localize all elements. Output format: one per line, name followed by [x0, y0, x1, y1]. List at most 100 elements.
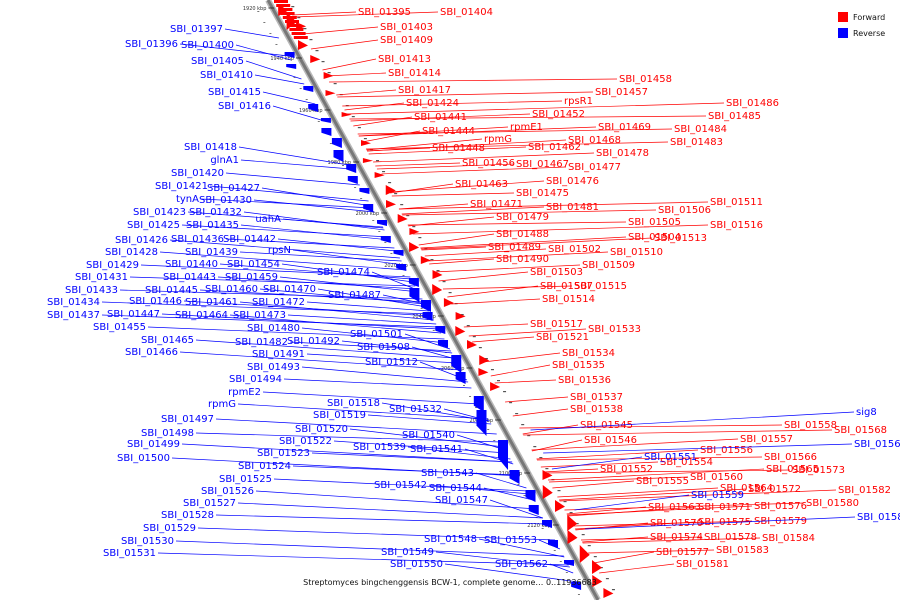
- forward-gene-glyph: [409, 242, 420, 252]
- leader-line: [245, 60, 302, 80]
- gene-label: SBI_01430: [199, 195, 252, 206]
- leader-line: [292, 249, 404, 266]
- gene-label: SBI_01494: [229, 374, 282, 385]
- reverse-gene-glyph: [396, 264, 407, 271]
- leader-line: [478, 538, 565, 558]
- leader-line: [306, 301, 430, 312]
- forward-gene-glyph: [278, 8, 293, 11]
- leader-line: [357, 128, 673, 135]
- gene-label: SBI_01541: [410, 444, 463, 455]
- gene-label: SBI_01506: [658, 205, 711, 216]
- gene-label: SBI_01512: [365, 357, 418, 368]
- gene-label: SBI_01570: [650, 518, 703, 529]
- legend-label-reverse: Reverse: [853, 28, 886, 38]
- leader-line: [301, 366, 469, 383]
- leader-line: [536, 449, 699, 460]
- gene-label: SBI_01457: [595, 87, 648, 98]
- gene-label: SBI_01475: [516, 188, 569, 199]
- leader-line: [538, 539, 561, 550]
- reverse-gene-glyph: [331, 138, 342, 148]
- gene-label: SBI_01559: [691, 490, 744, 501]
- gene-label: SBI_01497: [161, 414, 214, 425]
- leader-line: [574, 494, 690, 511]
- forward-swatch-icon: [838, 12, 848, 22]
- gene-label: SBI_01426: [115, 235, 168, 246]
- gene-label: SBI_01429: [86, 260, 139, 271]
- leader-line: [302, 26, 379, 35]
- leader-line: [549, 476, 689, 483]
- kbp-label: 2060 kbp: [441, 366, 465, 372]
- track-dot: [581, 534, 585, 536]
- track-dot: [539, 457, 543, 459]
- leader-line: [195, 432, 502, 443]
- leader-line: [552, 480, 635, 489]
- leader-line: [489, 499, 544, 519]
- forward-gene-glyph: [592, 560, 602, 574]
- gene-label: SBI_01517: [530, 319, 583, 330]
- gene-label: SBI_01490: [496, 254, 549, 265]
- leader-line: [368, 146, 527, 155]
- leader-line: [522, 424, 579, 435]
- forward-gene-glyph: [386, 200, 396, 208]
- gene-label: SBI_01548: [424, 534, 477, 545]
- leader-line: [219, 263, 412, 280]
- gene-label: SBI_01528: [161, 510, 214, 521]
- gene-label: SBI_01578: [704, 532, 757, 543]
- track-dot: [497, 380, 500, 382]
- leader-line: [237, 502, 543, 519]
- gene-label: SBI_01519: [313, 410, 366, 421]
- leader-line: [129, 276, 416, 287]
- leader-line: [333, 440, 508, 454]
- leader-line: [490, 364, 551, 377]
- kbp-label: 1960 kbp: [299, 108, 323, 114]
- leader-line: [224, 28, 279, 39]
- forward-gene-glyph: [455, 312, 466, 320]
- leader-line: [582, 537, 761, 544]
- track-dot: [357, 127, 361, 129]
- leader-line: [262, 391, 481, 405]
- track-dot: [448, 292, 452, 294]
- leader-line: [382, 294, 426, 305]
- gene-label: SBI_01500: [117, 453, 170, 464]
- leader-line: [322, 58, 377, 71]
- gene-label: SBI_01585: [857, 512, 900, 523]
- forward-gene-glyph: [285, 20, 299, 23]
- track-dot: [303, 28, 307, 30]
- leader-line: [272, 105, 325, 122]
- gene-label: SBI_01437: [47, 310, 100, 321]
- forward-gene-glyph: [467, 340, 477, 349]
- gene-label: SBI_01488: [496, 229, 549, 240]
- gene-label: SBI_01469: [598, 122, 651, 133]
- gene-label: SBI_01448: [432, 143, 485, 154]
- forward-gene-glyph: [287, 24, 302, 27]
- gene-label: SBI_01520: [295, 424, 348, 435]
- gene-label: SBI_01527: [183, 498, 236, 509]
- gene-label: SBI_01464: [175, 310, 228, 321]
- gene-label: SBI_01477: [568, 162, 621, 173]
- kbp-label: 1980 kbp: [328, 160, 352, 166]
- leader-line: [418, 233, 495, 246]
- gene-label: SBI_01577: [656, 547, 709, 558]
- leader-line: [140, 264, 411, 278]
- track-dot: [460, 314, 464, 316]
- leader-line: [540, 461, 659, 468]
- gene-label: SBI_01409: [380, 35, 433, 46]
- track-dot: [275, 44, 278, 45]
- forward-gene-glyph: [455, 326, 466, 336]
- leader-line: [215, 418, 497, 435]
- leader-line: [238, 146, 349, 166]
- leader-line: [475, 472, 527, 489]
- gene-label: SBI_01582: [838, 485, 891, 496]
- leader-line: [411, 346, 456, 360]
- forward-gene-glyph: [274, 0, 288, 3]
- reverse-gene-glyph: [571, 582, 582, 590]
- forward-gene-glyph: [603, 588, 614, 598]
- track-dot: [569, 512, 573, 514]
- forward-gene-glyph: [293, 36, 308, 39]
- legend: Forward Reverse: [838, 9, 885, 41]
- gene-label: SBI_01491: [252, 349, 305, 360]
- leader-line: [412, 224, 709, 235]
- leader-line: [544, 469, 791, 474]
- gene-label: SBI_01501: [350, 329, 403, 340]
- gene-label: SBI_01425: [127, 220, 180, 231]
